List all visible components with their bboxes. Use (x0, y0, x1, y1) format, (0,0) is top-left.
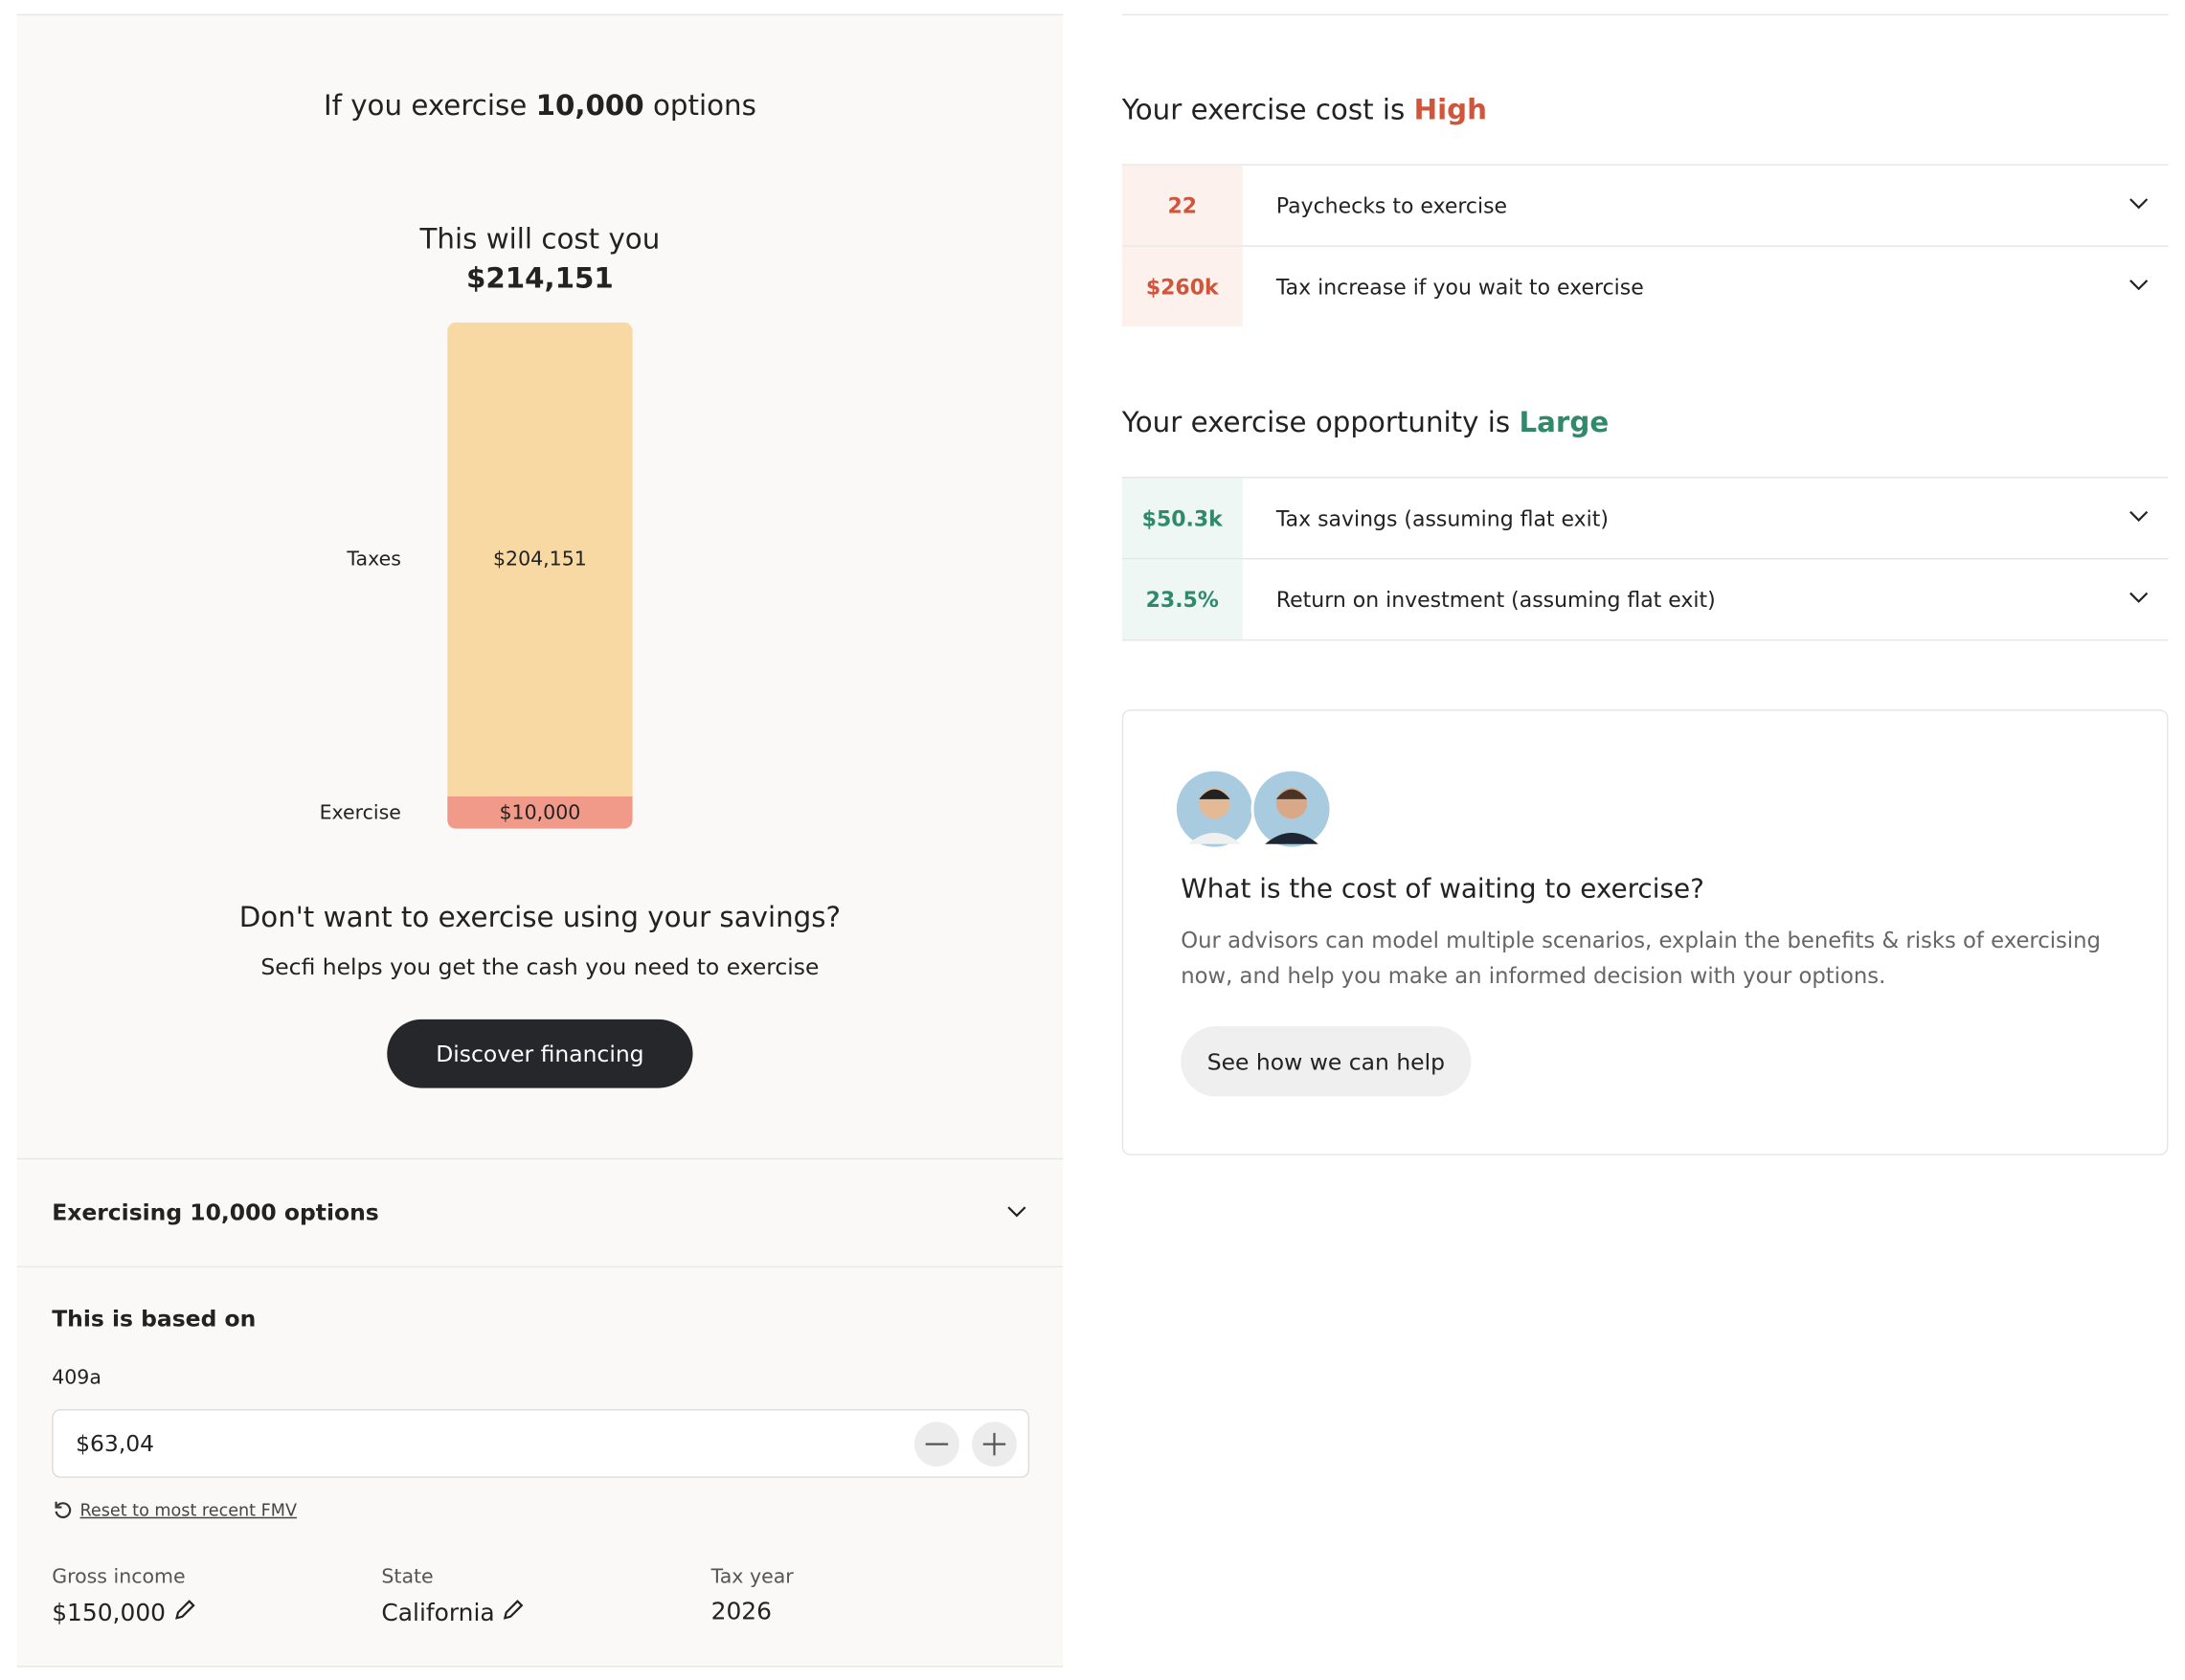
advisor-title: What is the cost of waiting to exercise? (1181, 873, 1704, 905)
divider (16, 1157, 1064, 1160)
detail-value: 2026 (710, 1598, 772, 1627)
detail-value: $150,000 (52, 1599, 195, 1628)
input-field[interactable]: $63,04 (52, 1409, 1030, 1478)
financing-subtitle: Secfi helps you get the cash you need to… (260, 952, 820, 980)
metric-row[interactable]: $260k Tax increase if you wait to exercis… (1121, 245, 2169, 327)
bar-value: $204,151 (492, 548, 587, 571)
stepper[interactable] (913, 1421, 1020, 1468)
text: California (381, 1600, 495, 1628)
opportunity-heading: Your exercise opportunity is Large (1122, 405, 1609, 438)
chevron[interactable] (2129, 591, 2149, 605)
metric-row[interactable]: 23.5% Return on investment (assuming flat… (1121, 557, 2169, 641)
metric: $260k (1121, 246, 1243, 327)
advisor-body: Our advisors can model multiple scenario… (1181, 928, 2101, 989)
text: Your exercise cost is (1121, 92, 1406, 126)
metric: 22 (1121, 165, 1243, 246)
rating: High (1413, 92, 1488, 126)
metric-text: Paychecks to exercise (1275, 192, 1508, 218)
help-button[interactable]: See how we can help (1181, 1026, 1472, 1097)
detail-label: State (381, 1566, 434, 1589)
text: $150,000 (52, 1600, 167, 1628)
metric-row[interactable]: 22 Paychecks to exercise (1121, 164, 2169, 246)
edit-icon[interactable] (503, 1599, 525, 1621)
metric-text: Tax increase if you wait to exercise (1275, 274, 1644, 300)
advisor-card: What is the cost of waiting to exercise?… (1121, 709, 2169, 1155)
chevron[interactable] (1007, 1204, 1027, 1219)
input-value: $63,04 (76, 1429, 155, 1457)
text: options (652, 88, 756, 123)
accordion-title[interactable]: Exercising 10,000 options (52, 1198, 379, 1226)
chevron[interactable] (2129, 196, 2149, 211)
chevron[interactable] (2129, 278, 2149, 292)
avatars (1173, 768, 1333, 850)
field-label: 409a (52, 1367, 101, 1390)
detail-label: Tax year (710, 1566, 794, 1589)
cost-total: $214,151 (465, 260, 614, 295)
financing-title: Don't want to exercise using your saving… (238, 900, 842, 934)
text: If you exercise (323, 88, 528, 123)
divider (16, 1266, 1064, 1268)
bar-label: Taxes (347, 548, 401, 571)
detail-value: California (381, 1599, 525, 1628)
divider (1121, 13, 2169, 16)
bar-value: $10,000 (499, 801, 581, 825)
cost-heading: Your exercise cost is High (1122, 93, 1487, 126)
reset-link[interactable]: Reset to most recent FMV (79, 1500, 297, 1520)
chevron[interactable] (2129, 509, 2149, 524)
taxes-bar (447, 322, 633, 796)
edit-icon[interactable] (173, 1599, 195, 1621)
headline: If you exercise 10,000 options (17, 88, 1064, 122)
exercise-bar (447, 795, 633, 829)
detail-label: Gross income (52, 1566, 186, 1589)
metric: 23.5% (1121, 559, 1243, 639)
cost-intro: This will cost you (419, 221, 661, 256)
reset-icon[interactable] (54, 1500, 74, 1520)
discover-button[interactable]: Discover financing (387, 1019, 693, 1088)
metric: $50.3k (1121, 478, 1243, 558)
bar-label: Exercise (319, 801, 401, 825)
text: 10,000 (535, 88, 644, 123)
section-title: This is based on (52, 1305, 257, 1333)
metric-text: Return on investment (assuming flat exit… (1275, 586, 1716, 613)
metric-text: Tax savings (assuming flat exit) (1275, 505, 1609, 531)
metric-row[interactable]: $50.3k Tax savings (assuming flat exit) (1121, 476, 2169, 558)
rating: Large (1519, 405, 1610, 439)
text: Your exercise opportunity is (1121, 405, 1511, 439)
left-panel: If you exercise 10,000 options This will… (16, 13, 1064, 1668)
